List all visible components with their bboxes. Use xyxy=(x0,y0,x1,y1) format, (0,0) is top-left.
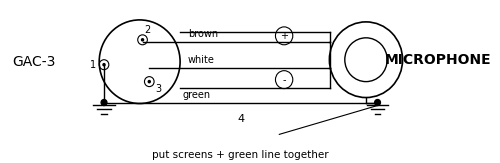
Text: white: white xyxy=(188,55,214,65)
Circle shape xyxy=(148,80,151,83)
Text: 1: 1 xyxy=(90,60,96,70)
Text: +: + xyxy=(280,31,288,41)
Text: put screens + green line together: put screens + green line together xyxy=(152,150,329,160)
Text: brown: brown xyxy=(188,29,218,39)
Circle shape xyxy=(141,38,144,42)
Circle shape xyxy=(102,63,106,67)
Text: -: - xyxy=(282,75,286,85)
Text: green: green xyxy=(182,89,210,100)
Text: 3: 3 xyxy=(155,84,161,94)
Circle shape xyxy=(101,100,107,105)
Text: MICROPHONE: MICROPHONE xyxy=(385,53,492,67)
Text: 2: 2 xyxy=(144,25,150,35)
Circle shape xyxy=(374,100,380,105)
Text: GAC-3: GAC-3 xyxy=(12,55,56,69)
Text: 4: 4 xyxy=(237,114,244,124)
